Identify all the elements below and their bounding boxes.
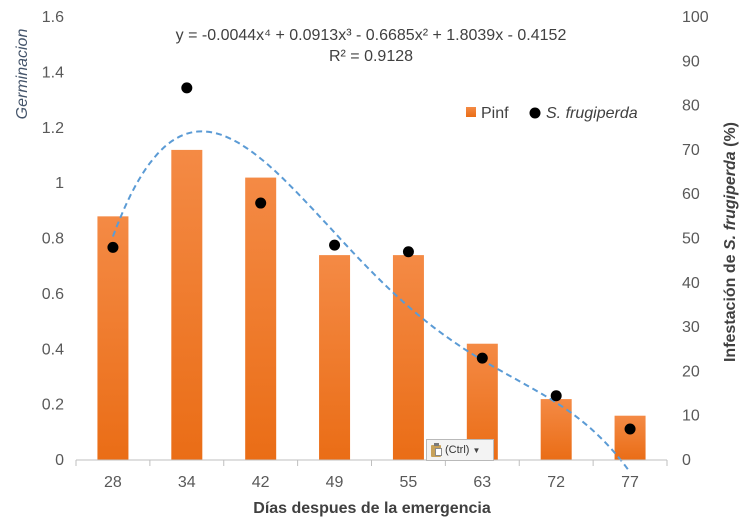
right-tick-label: 100 (682, 9, 709, 26)
trendline-curve (111, 130, 631, 473)
legend-swatch-pinf (466, 107, 476, 117)
bar (319, 255, 351, 460)
right-tick-label: 40 (682, 275, 700, 292)
left-tick-label: 1.6 (42, 9, 64, 26)
right-tick-label: 10 (682, 408, 700, 425)
left-tick-label: 0.4 (42, 341, 64, 358)
legend-marker-frugiperda (529, 107, 541, 119)
x-tick-label: 72 (547, 474, 565, 491)
scatter-point (550, 390, 562, 402)
legend: Pinf S. frugiperda (466, 105, 638, 122)
x-tick-label: 77 (621, 474, 639, 491)
scatter-point (329, 239, 341, 251)
x-tick-label: 63 (473, 474, 491, 491)
x-tick-label: 49 (326, 474, 344, 491)
right-tick-label: 60 (682, 186, 700, 203)
chevron-down-icon: ▼ (472, 445, 481, 455)
left-axis-ticks: 0 0.2 0.4 0.6 0.8 1 1.2 1.4 1.6 (42, 9, 64, 469)
paste-options-label: (Ctrl) (445, 444, 470, 456)
right-tick-label: 20 (682, 363, 700, 380)
right-tick-label: 30 (682, 319, 700, 336)
right-tick-label: 70 (682, 142, 700, 159)
bar (392, 255, 424, 460)
scatter-point (255, 197, 267, 209)
left-axis-title: Germinacion (14, 29, 31, 120)
bar-series-pinf (97, 149, 646, 460)
bar (614, 415, 646, 460)
scatter-series-frugiperda (107, 82, 636, 435)
x-tick-label: 55 (400, 474, 418, 491)
x-axis-title: Días despues de la emergencia (253, 500, 491, 517)
right-axis-ticks: 0 10 20 30 40 50 60 70 80 90 100 (682, 9, 709, 469)
right-tick-label: 80 (682, 98, 700, 115)
paste-options-button[interactable]: (Ctrl) ▼ (426, 439, 494, 461)
trendline-equation: y = -0.0044x⁴ + 0.0913x³ - 0.6685x² + 1.… (176, 27, 567, 44)
bar (540, 399, 572, 460)
x-tick-label: 34 (178, 474, 196, 491)
left-tick-label: 1.2 (42, 120, 64, 137)
left-tick-label: 0.6 (42, 286, 64, 303)
right-tick-label: 50 (682, 231, 700, 248)
right-axis-title: Infestación de S. frugiperda (%) (722, 122, 739, 362)
scatter-point (624, 423, 636, 435)
left-tick-label: 0.8 (42, 231, 64, 248)
bar (97, 216, 129, 460)
trendline (111, 130, 631, 473)
x-tick-label: 28 (104, 474, 122, 491)
scatter-point (107, 241, 119, 253)
legend-label-frugiperda: S. frugiperda (546, 105, 638, 122)
right-tick-label: 0 (682, 452, 691, 469)
legend-label-pinf: Pinf (481, 105, 509, 122)
left-tick-label: 0 (55, 452, 64, 469)
left-tick-label: 1 (55, 175, 64, 192)
x-axis-ticks: 28 34 42 49 55 63 72 77 (75, 460, 668, 491)
clipboard-icon (431, 443, 442, 457)
bar (245, 177, 277, 460)
x-tick-label: 42 (252, 474, 270, 491)
scatter-point (402, 246, 414, 258)
bar (171, 149, 203, 460)
scatter-point (476, 352, 488, 364)
left-tick-label: 0.2 (42, 397, 64, 414)
left-tick-label: 1.4 (42, 64, 64, 81)
right-tick-label: 90 (682, 53, 700, 70)
scatter-point (181, 82, 193, 94)
trendline-r2: R² = 0.9128 (329, 48, 413, 65)
